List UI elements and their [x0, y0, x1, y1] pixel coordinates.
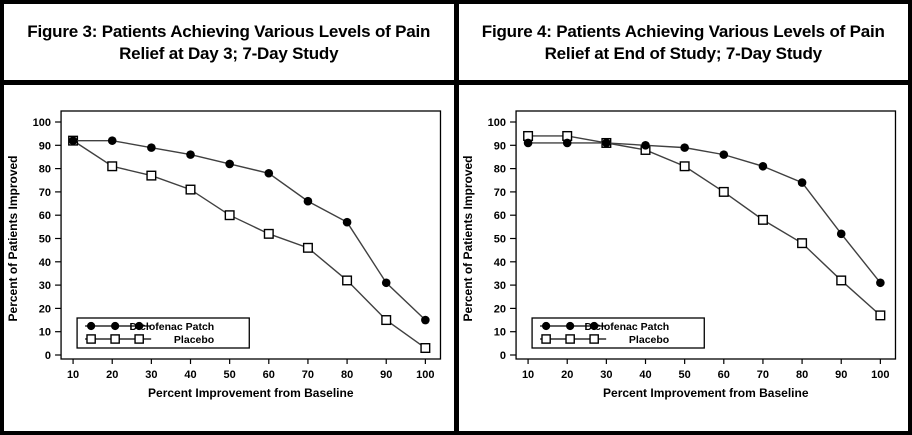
x-axis-title: Percent Improvement from Baseline: [603, 386, 809, 400]
y-tick-label: 0: [45, 350, 51, 362]
y-tick-label: 30: [493, 280, 505, 292]
y-tick-label: 40: [493, 257, 505, 269]
y-tick-label: 90: [39, 140, 51, 152]
y-axis: 0 10 20 30 40 50 60 70 80 90 100: [33, 117, 62, 362]
plot-box: [514, 110, 896, 360]
horizontal-divider-left: [4, 80, 454, 85]
x-axis-title: Percent Improvement from Baseline: [148, 386, 354, 400]
series-diclofenac-patch: [68, 136, 430, 325]
y-axis-title: Percent of Patients Improved: [6, 156, 20, 322]
horizontal-divider-right: [458, 80, 908, 85]
figure4-title: Figure 4: Patients Achieving Various Lev…: [459, 4, 909, 80]
y-tick-label: 80: [39, 164, 51, 176]
x-tick-label: 40: [639, 369, 651, 381]
x-tick-label: 30: [600, 369, 612, 381]
y-tick-label: 40: [39, 257, 51, 269]
x-tick-label: 80: [795, 369, 807, 381]
x-tick-label: 20: [106, 369, 118, 381]
series-diclofenac-patch: [523, 138, 885, 288]
y-tick-label: 10: [39, 327, 51, 339]
y-axis: 0 10 20 30 40 50 60 70 80 90 100: [487, 117, 516, 362]
figure4-line-chart: 0 10 20 30 40 50 60 70 80 90 100 10 20 30 40 50 60 70 80 90…: [461, 110, 896, 400]
x-tick-label: 70: [302, 369, 314, 381]
y-tick-label: 10: [493, 327, 505, 339]
figure3-title-line2: Relief at Day 3; 7-Day Study: [119, 44, 339, 63]
x-tick-label: 50: [678, 369, 690, 381]
legend-label-placebo: Placebo: [174, 334, 214, 346]
x-tick-label: 100: [416, 369, 434, 381]
figure3-title-line1: Figure 3: Patients Achieving Various Lev…: [27, 21, 431, 41]
y-tick-label: 70: [493, 187, 505, 199]
y-tick-label: 50: [493, 234, 505, 246]
x-tick-label: 60: [263, 369, 275, 381]
x-tick-label: 10: [67, 369, 79, 381]
x-tick-label: 90: [835, 369, 847, 381]
x-axis: 10 20 30 40 50 60 70 80 90 100: [521, 359, 889, 381]
y-tick-label: 20: [493, 303, 505, 315]
figure4-title-line2: Relief at End of Study; 7-Day Study: [544, 44, 823, 63]
figure3-chart-area: 0 10 20 30 40 50 60 70 80 90 100 10 20 30 40 50 60 70 80 90…: [4, 85, 454, 431]
y-tick-label: 80: [493, 164, 505, 176]
vertical-divider: [453, 4, 459, 431]
plot-box: [60, 110, 442, 360]
x-tick-label: 20: [561, 369, 573, 381]
y-tick-label: 100: [33, 117, 51, 129]
x-tick-label: 60: [717, 369, 729, 381]
x-tick-label: 40: [184, 369, 196, 381]
legend-label-placebo: Placebo: [628, 334, 668, 346]
figure4-title-line1: Figure 4: Patients Achieving Various Lev…: [481, 21, 885, 41]
figure3-title: Figure 3: Patients Achieving Various Lev…: [4, 4, 454, 80]
x-tick-label: 90: [380, 369, 392, 381]
y-tick-label: 70: [39, 187, 51, 199]
x-tick-label: 80: [341, 369, 353, 381]
x-tick-label: 50: [224, 369, 236, 381]
y-axis-title: Percent of Patients Improved: [461, 156, 475, 322]
y-tick-label: 50: [39, 234, 51, 246]
legend-label-diclofenac-patch: Diclofenac Patch: [584, 321, 669, 333]
figure3-line-chart: 0 10 20 30 40 50 60 70 80 90 100 10 20 30 40 50 60 70 80 90…: [6, 110, 442, 400]
y-tick-label: 60: [493, 210, 505, 222]
x-tick-label: 30: [145, 369, 157, 381]
y-tick-label: 20: [39, 303, 51, 315]
figure4-chart-area: 0 10 20 30 40 50 60 70 80 90 100 10 20 30 40 50 60 70 80 90…: [458, 85, 908, 431]
y-tick-label: 90: [493, 140, 505, 152]
x-tick-label: 70: [756, 369, 768, 381]
x-axis: 10 20 30 40 50 60 70 80 90 100: [67, 359, 435, 381]
series-placebo: [522, 130, 885, 321]
y-tick-label: 30: [39, 280, 51, 292]
y-tick-label: 60: [39, 210, 51, 222]
legend-label-diclofenac-patch: Diclofenac Patch: [130, 321, 215, 333]
x-tick-label: 10: [521, 369, 533, 381]
x-tick-label: 100: [871, 369, 889, 381]
y-tick-label: 100: [487, 117, 505, 129]
y-tick-label: 0: [499, 350, 505, 362]
